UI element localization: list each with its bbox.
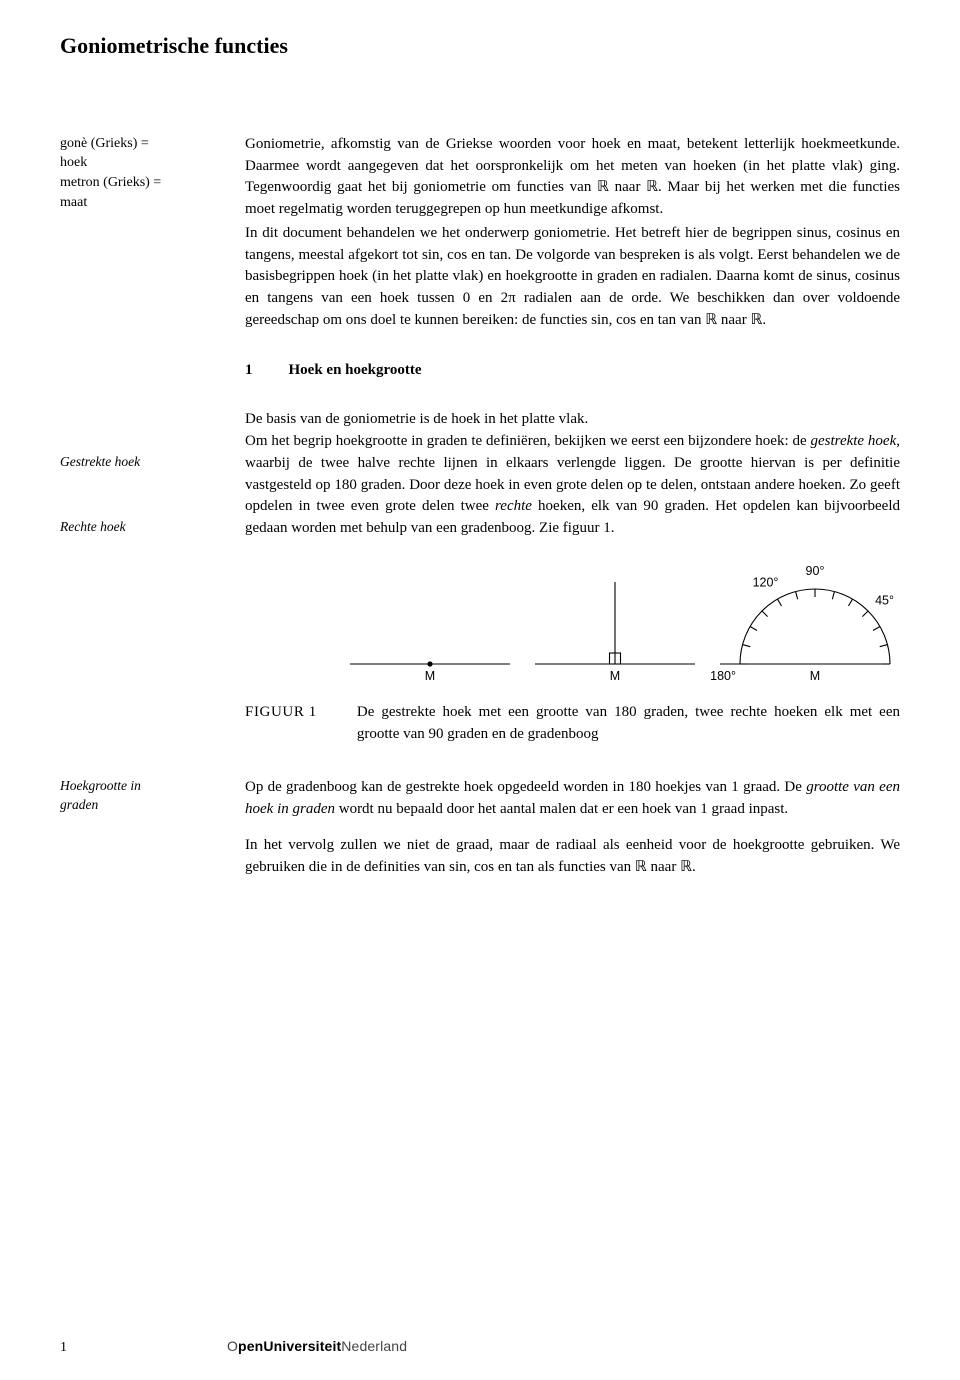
section-heading: 1 Hoek en hoekgrootte: [245, 360, 900, 382]
margin-note-etymology: gonè (Grieks) = hoek metron (Grieks) = m…: [60, 134, 245, 212]
figure-label: FIGUUR 1: [245, 702, 317, 724]
svg-text:90°: 90°: [806, 564, 825, 578]
etymology-line: hoek: [60, 153, 227, 173]
emphasis: rechte: [495, 498, 532, 514]
body-text: De basis van de goniometrie is de hoek i…: [245, 409, 900, 540]
figure-1: M M 90° 120° 45° 180° M: [245, 564, 900, 694]
paragraph: In dit document behandelen we het onderw…: [245, 223, 900, 332]
page-number: 1: [60, 1338, 67, 1358]
text: Om het begrip hoekgrootte in graden te d…: [245, 433, 811, 449]
brand-part: pen: [238, 1338, 263, 1354]
margin-note-rechte-hoek: Rechte hoek: [60, 518, 227, 537]
paragraph: De basis van de goniometrie is de hoek i…: [245, 409, 900, 540]
margin-note-gestrekte-hoek: Gestrekte hoek: [60, 453, 227, 472]
publisher-brand: OpenUniversiteitNederland: [227, 1336, 407, 1356]
margin-line: graden: [60, 796, 227, 815]
body-text: Op de gradenboog kan de gestrekte hoek o…: [245, 777, 900, 821]
brand-part: Nederland: [341, 1338, 407, 1354]
svg-text:180°: 180°: [710, 669, 736, 683]
paragraph: Goniometrie, afkomstig van de Griekse wo…: [245, 134, 900, 221]
body-text: Goniometrie, afkomstig van de Griekse wo…: [245, 134, 900, 332]
margin-notes-p3: Gestrekte hoek Rechte hoek: [60, 409, 245, 537]
page-title: Goniometrische functies: [60, 30, 900, 62]
svg-text:120°: 120°: [753, 576, 779, 590]
section-number: 1: [245, 360, 253, 382]
figure-caption: De gestrekte hoek met een grootte van 18…: [357, 702, 900, 746]
etymology-line: metron (Grieks) =: [60, 173, 227, 193]
figure-row: M M 90° 120° 45° 180° M FIGUUR 1 De gestrekte …: [60, 554, 900, 764]
emphasis: gestrekte hoek: [811, 433, 897, 449]
figure-1-svg: M M 90° 120° 45° 180° M: [340, 564, 900, 694]
svg-text:M: M: [610, 669, 620, 683]
figure-caption-row: FIGUUR 1 De gestrekte hoek met een groot…: [245, 702, 900, 746]
p5-block: In het vervolg zullen we niet de graad, …: [60, 835, 900, 879]
margin-line: Hoekgrootte in: [60, 777, 227, 796]
svg-text:M: M: [810, 669, 820, 683]
text: wordt nu bepaald door het aantal malen d…: [335, 801, 788, 817]
text: De basis van de goniometrie is de hoek i…: [245, 411, 588, 427]
paragraph: In het vervolg zullen we niet de graad, …: [245, 835, 900, 879]
text: Op de gradenboog kan de gestrekte hoek o…: [245, 779, 806, 795]
paragraph: Op de gradenboog kan de gestrekte hoek o…: [245, 777, 900, 821]
section-title: Hoek en hoekgrootte: [289, 360, 422, 382]
p3-block: Gestrekte hoek Rechte hoek De basis van …: [60, 409, 900, 540]
etymology-line: maat: [60, 193, 227, 213]
intro-block: gonè (Grieks) = hoek metron (Grieks) = m…: [60, 134, 900, 332]
body-text: In het vervolg zullen we niet de graad, …: [245, 835, 900, 879]
section-row: 1 Hoek en hoekgrootte: [60, 346, 900, 396]
etymology-line: gonè (Grieks) =: [60, 134, 227, 154]
svg-text:M: M: [425, 669, 435, 683]
svg-text:45°: 45°: [875, 593, 894, 607]
brand-part: Universiteit: [263, 1338, 341, 1354]
margin-note-hoekgrootte: Hoekgrootte in graden: [60, 777, 245, 815]
brand-part: O: [227, 1338, 238, 1354]
p4-block: Hoekgrootte in graden Op de gradenboog k…: [60, 777, 900, 821]
page-footer: 1 OpenUniversiteitNederland: [60, 1336, 900, 1358]
